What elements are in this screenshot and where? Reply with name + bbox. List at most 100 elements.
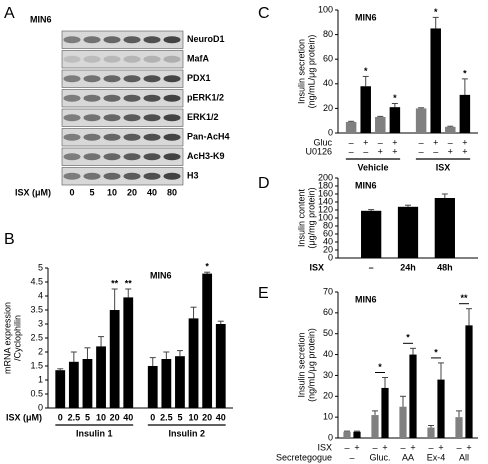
- blot-band: [103, 172, 121, 180]
- bar: [415, 108, 427, 133]
- row-value: +: [392, 146, 397, 156]
- blot-band: [63, 153, 81, 161]
- blot-strip: [61, 108, 184, 127]
- blot-band: [103, 94, 121, 102]
- row-value: +: [354, 442, 359, 452]
- bar: [361, 210, 382, 258]
- y-axis-label: /Cyclophilin: [12, 315, 22, 361]
- y-tick-label: 60: [323, 54, 333, 64]
- significance: *: [406, 333, 410, 343]
- group-label: Gluc.: [369, 452, 390, 462]
- bar: [147, 366, 158, 408]
- row-value: –: [433, 146, 438, 156]
- y-tick-label: 120: [318, 204, 333, 214]
- x-tick-label: 10: [96, 412, 106, 422]
- blot-band: [123, 133, 141, 141]
- bar: [82, 359, 93, 408]
- bar: [389, 107, 401, 133]
- row-value: –: [344, 442, 349, 452]
- x-tick-label: 0: [150, 412, 155, 422]
- blot-band: [83, 55, 101, 63]
- row-value: –: [349, 137, 354, 147]
- row-value: –: [372, 442, 377, 452]
- x-axis-label: ISX: [309, 262, 324, 272]
- y-tick-label: 100: [318, 212, 333, 222]
- y-tick-label: 50: [323, 328, 333, 338]
- bar: [430, 28, 441, 134]
- blot-row-label: H3: [187, 171, 199, 181]
- bar: [465, 325, 473, 438]
- lane-label: 20: [127, 187, 137, 197]
- blot-band: [63, 133, 81, 141]
- blot-row-label: NeuroD1: [187, 34, 225, 44]
- panel-label: C: [258, 5, 270, 22]
- y-axis-label: (ng/mL/μg protein): [306, 328, 316, 402]
- y-axis-label: (μg/mg protein): [306, 187, 316, 248]
- row-value: +: [382, 442, 387, 452]
- blot-band: [83, 75, 101, 83]
- x-tick-label: –: [369, 262, 374, 272]
- blot-band: [83, 94, 101, 102]
- bar: [188, 318, 199, 408]
- y-tick-label: 20: [323, 391, 333, 401]
- x-tick-label: 20: [202, 412, 212, 422]
- blot-band: [163, 55, 181, 63]
- blot-band: [163, 133, 181, 141]
- lane-label: 10: [107, 187, 117, 197]
- lane-axis-label: ISX (μM): [15, 187, 51, 197]
- blot-band: [163, 36, 181, 44]
- blot-strip: [61, 167, 184, 186]
- y-tick-label: 140: [318, 196, 333, 206]
- x-tick-label: 2.5: [68, 412, 81, 422]
- blot-band: [83, 133, 101, 141]
- row-label: U0126: [305, 146, 332, 156]
- row-value: –: [349, 146, 354, 156]
- bar: [202, 273, 213, 408]
- blot-row-label: PDX1: [187, 73, 211, 83]
- blot-band: [63, 36, 81, 44]
- row-value: +: [466, 442, 471, 452]
- y-tick-label: 60: [323, 228, 333, 238]
- y-tick-label: 1.5: [30, 360, 43, 370]
- chart-title: MIN6: [150, 270, 172, 280]
- blot-band: [103, 75, 121, 83]
- y-tick-label: 20: [323, 103, 333, 113]
- blot-band: [103, 55, 121, 63]
- blot-row-label: AcH3-K9: [187, 151, 225, 161]
- blot-band: [163, 114, 181, 122]
- row-value: +: [433, 137, 438, 147]
- blot-strip: [61, 50, 184, 69]
- lane-label: 0: [69, 187, 74, 197]
- panel-label: A: [4, 5, 15, 22]
- bar: [409, 354, 417, 438]
- bar: [175, 356, 185, 408]
- bar: [437, 379, 445, 438]
- bar: [55, 370, 66, 408]
- y-tick-label: 3: [38, 318, 43, 328]
- bar: [123, 297, 134, 408]
- panel-label: D: [258, 175, 270, 192]
- y-tick-label: 160: [318, 188, 333, 198]
- group-label: AA: [402, 452, 414, 462]
- y-axis-label: Insulin content: [296, 188, 306, 247]
- y-tick-label: 80: [323, 29, 333, 39]
- bar: [68, 361, 79, 408]
- y-tick-label: 70: [323, 286, 333, 296]
- x-tick-label: 2.5: [160, 412, 173, 422]
- y-tick-label: 0.5: [30, 388, 43, 398]
- x-tick-label: 0: [58, 412, 63, 422]
- y-axis-label: (ng/mL/μg protein): [306, 35, 316, 109]
- x-tick-label: 48h: [437, 262, 453, 272]
- blot-strip: [61, 147, 184, 166]
- y-tick-label: 0: [328, 127, 333, 137]
- significance: *: [463, 68, 467, 78]
- blot-strip: [61, 89, 184, 108]
- blot-row-label: pERK1/2: [187, 93, 224, 103]
- row-value: –: [363, 146, 368, 156]
- row-value: +: [448, 146, 453, 156]
- blot-row-label: Pan-AcH4: [187, 132, 230, 142]
- x-tick-label: 20: [110, 412, 120, 422]
- blot-strip: [61, 69, 184, 88]
- y-tick-label: 40: [323, 78, 333, 88]
- significance: *: [434, 347, 438, 357]
